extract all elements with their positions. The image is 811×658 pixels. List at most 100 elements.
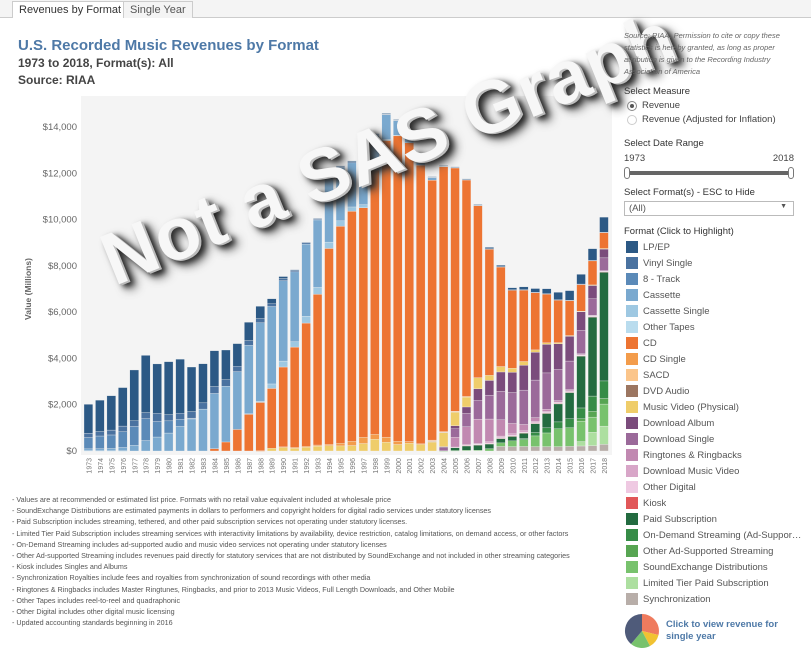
radio-revenue-adjusted[interactable]: Revenue (Adjusted for Inflation) — [627, 114, 804, 125]
bar-segment — [450, 167, 460, 412]
slider-handle-end[interactable] — [788, 167, 794, 179]
single-year-link[interactable]: Click to view revenue for single year — [666, 619, 778, 642]
pie-chart-icon[interactable] — [624, 613, 660, 649]
legend-item[interactable]: Synchronization — [624, 591, 804, 607]
bar-segment — [267, 388, 277, 449]
legend-item[interactable]: LP/EP — [624, 239, 804, 255]
x-tick-label: 1986 — [235, 458, 242, 474]
legend-label: Limited Tier Paid Subscription — [643, 577, 769, 589]
bar-segment — [416, 444, 426, 452]
bar-segment — [519, 438, 529, 440]
bar-segment — [244, 340, 254, 346]
x-tick-label: 2010 — [510, 458, 517, 474]
bar-segment — [496, 419, 506, 437]
bar-segment — [404, 441, 414, 444]
bar-segment — [129, 426, 139, 446]
slider-track[interactable] — [628, 171, 790, 175]
bar-segment — [404, 132, 414, 134]
legend-label: Music Video (Physical) — [643, 401, 739, 413]
legend-item[interactable]: CD — [624, 335, 804, 351]
x-tick-label: 1997 — [361, 458, 368, 474]
legend-item[interactable]: Cassette Single — [624, 303, 804, 319]
legend-item[interactable]: CD Single — [624, 351, 804, 367]
legend-item[interactable]: SACD — [624, 367, 804, 383]
bar-segment — [553, 428, 563, 447]
bar-segment — [587, 395, 598, 412]
format-filter-label: Select Format(s) - ESC to Hide — [624, 187, 755, 198]
bar-segment — [565, 418, 575, 428]
bar-segment — [95, 399, 105, 432]
legend-item[interactable]: Limited Tier Paid Subscription — [624, 575, 804, 591]
legend-item[interactable]: Ringtones & Ringbacks — [624, 447, 804, 463]
bar-segment — [450, 428, 460, 438]
bar-segment — [530, 435, 540, 447]
bar-segment — [141, 418, 151, 441]
format-dropdown[interactable]: (All) ▼ — [624, 201, 794, 216]
bar-segment — [404, 443, 414, 452]
legend-item[interactable]: 8 - Track — [624, 271, 804, 287]
bar-segment — [255, 322, 265, 402]
bar-segment — [335, 445, 346, 452]
bar-segment — [507, 446, 517, 452]
date-range-slider[interactable] — [624, 167, 794, 179]
bar-segment — [255, 318, 265, 323]
legend-item[interactable]: Download Album — [624, 415, 804, 431]
legend-item[interactable]: Other Digital — [624, 479, 804, 495]
bar-segment — [576, 418, 586, 422]
legend-item[interactable]: Music Video (Physical) — [624, 399, 804, 415]
bar-segment — [129, 420, 139, 427]
x-tick-label: 1977 — [132, 458, 139, 474]
x-tick-label: 1985 — [224, 458, 231, 474]
x-tick-label: 1976 — [121, 458, 128, 474]
legend-item[interactable]: Other Ad-Supported Streaming — [624, 543, 804, 559]
legend-label: 8 - Track — [643, 273, 680, 285]
bar-segment — [347, 445, 357, 452]
legend-item[interactable]: DVD Audio — [624, 383, 804, 399]
legend-item[interactable]: Download Music Video — [624, 463, 804, 479]
legend-item[interactable]: Paid Subscription — [624, 511, 804, 527]
x-tick-label: 1992 — [304, 458, 311, 474]
bar-segment — [461, 396, 472, 408]
legend-swatch — [626, 353, 638, 365]
legend-item[interactable]: Other Tapes — [624, 319, 804, 335]
x-tick-label: 1989 — [270, 458, 277, 474]
date-range-label: Select Date Range — [624, 138, 704, 149]
bar-segment — [565, 290, 575, 301]
legend-swatch — [626, 465, 638, 477]
radio-revenue[interactable]: Revenue — [627, 100, 804, 111]
single-year-button[interactable]: Click to view revenue for single year — [624, 613, 786, 649]
legend-label: LP/EP — [643, 241, 670, 253]
bar-segment — [461, 179, 472, 397]
radio-unselected-icon[interactable] — [627, 114, 637, 125]
legend-item[interactable]: Vinyl Single — [624, 255, 804, 271]
x-tick-label: 1983 — [201, 458, 208, 474]
y-tick-label: $14,000 — [43, 122, 77, 133]
x-tick-label: 2005 — [453, 458, 460, 474]
bar-segment — [324, 241, 334, 249]
legend-item[interactable]: Kiosk — [624, 495, 804, 511]
radio-selected-icon[interactable] — [627, 100, 637, 111]
bar-segment — [439, 166, 449, 432]
bar-segment — [461, 413, 472, 427]
slider-handle-start[interactable] — [624, 167, 630, 179]
bar-segment — [381, 436, 391, 443]
tab-revenues-by-format[interactable]: Revenues by Format — [12, 1, 129, 18]
source-note: Source: RIAA. Permission to cite or copy… — [624, 31, 780, 76]
legend-item[interactable]: On-Demand Streaming (Ad-Supported) — [624, 527, 804, 543]
bar-segment — [358, 204, 368, 208]
bar-segment — [83, 437, 94, 450]
bar-segment — [496, 266, 506, 367]
bar-segment — [530, 432, 540, 437]
bar-segment — [175, 413, 185, 420]
legend-item[interactable]: SoundExchange Distributions — [624, 559, 804, 575]
legend-item[interactable]: Download Single — [624, 431, 804, 447]
bar-segment — [324, 444, 334, 446]
bar-segment — [496, 435, 506, 438]
bar-segment — [416, 160, 426, 166]
bar-segment — [542, 412, 552, 429]
legend-item[interactable]: Cassette — [624, 287, 804, 303]
bar-segment — [587, 285, 598, 299]
x-tick-label: 2000 — [396, 458, 403, 474]
tab-single-year[interactable]: Single Year — [123, 1, 193, 18]
bar-segment — [164, 420, 174, 434]
